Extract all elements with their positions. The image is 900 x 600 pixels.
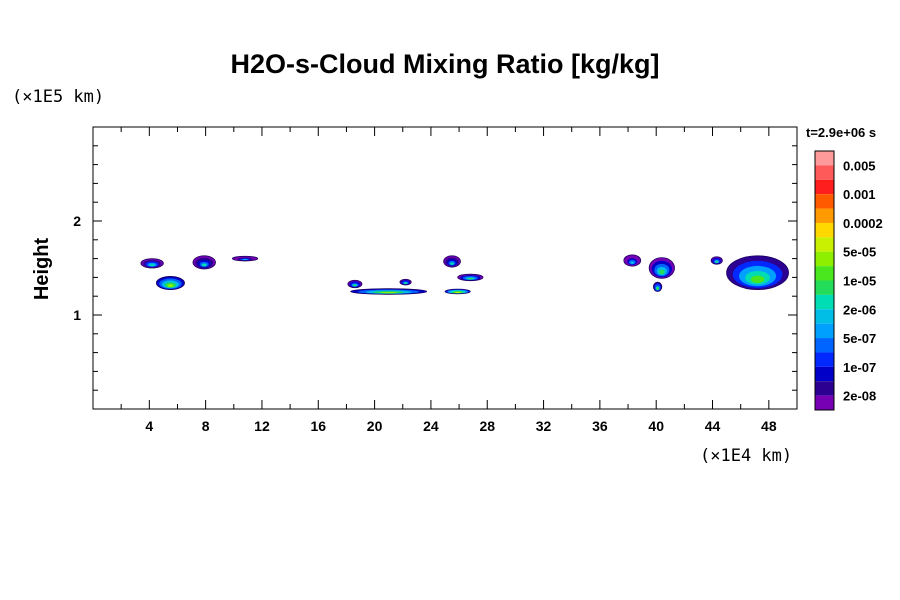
cloud-patch [399, 278, 412, 286]
cloud-patch [443, 255, 461, 268]
y-unit-label: (×1E5 km) [12, 87, 104, 107]
x-tick-label: 48 [761, 418, 777, 434]
x-tick-label: 24 [423, 418, 439, 434]
x-tick-label: 20 [367, 418, 383, 434]
colorbar-swatch [815, 395, 834, 410]
colorbar-swatch [815, 179, 834, 195]
cloud-patch [652, 281, 663, 292]
x-tick-label: 16 [310, 418, 326, 434]
cloud-patch [192, 255, 216, 270]
colorbar-swatch [815, 280, 834, 295]
cloud-patch [710, 256, 723, 265]
colorbar-frame [814, 150, 835, 411]
colorbar-label: 1e-07 [843, 360, 876, 375]
x-tick-label: 28 [479, 418, 495, 434]
colorbar-swatch [815, 165, 834, 180]
cloud-patch [623, 254, 642, 267]
x-tick-label: 12 [254, 418, 270, 434]
x-unit-label: (×1E4 km) [700, 446, 792, 466]
colorbar-swatch [815, 338, 834, 353]
cloud-patch [648, 257, 675, 279]
y-tick-label: 1 [73, 307, 81, 323]
colorbar-swatch [815, 323, 834, 339]
cloud-patch [231, 255, 259, 262]
x-tick-label: 4 [145, 418, 153, 434]
cloud-patch [155, 276, 185, 291]
cloud-patch [140, 258, 164, 269]
plot-frame [92, 126, 798, 410]
colorbar-label: 0.0002 [843, 216, 883, 231]
colorbar-label: 0.005 [843, 158, 876, 173]
cloud-patch [457, 273, 484, 282]
colorbar-label: 2e-08 [843, 389, 876, 404]
colorbar-label: 1e-05 [843, 274, 876, 289]
colorbar-swatch [815, 194, 834, 209]
colorbar-label: 5e-07 [843, 331, 876, 346]
cloud-patch [444, 288, 471, 295]
colorbar-swatch [815, 208, 834, 223]
time-label: t=2.9e+06 s [806, 125, 876, 140]
colorbar-label: 5e-05 [843, 245, 876, 260]
y-axis-label: Height [31, 238, 53, 301]
colorbar-label: 2e-06 [843, 302, 876, 317]
colorbar-swatch [815, 151, 834, 166]
cloud-patch [726, 255, 789, 291]
x-tick-label: 44 [705, 418, 721, 434]
cloud-patch [350, 288, 428, 295]
x-tick-label: 40 [648, 418, 664, 434]
colorbar-swatch [815, 237, 834, 252]
cloud-patch [347, 279, 363, 289]
colorbar-swatch [815, 381, 834, 396]
colorbar-swatch [815, 309, 834, 324]
x-tick-label: 36 [592, 418, 608, 434]
colorbar-swatch [815, 251, 834, 267]
colorbar-swatch [815, 294, 834, 310]
colorbar-swatch [815, 366, 834, 382]
x-tick-label: 8 [202, 418, 210, 434]
colorbar-swatch [815, 266, 834, 281]
x-tick-label: 32 [536, 418, 552, 434]
chart-title: H2O-s-Cloud Mixing Ratio [kg/kg] [231, 49, 660, 79]
colorbar-swatch [815, 222, 834, 238]
y-tick-label: 2 [73, 213, 81, 229]
colorbar-label: 0.001 [843, 187, 876, 202]
colorbar-swatch [815, 352, 834, 367]
